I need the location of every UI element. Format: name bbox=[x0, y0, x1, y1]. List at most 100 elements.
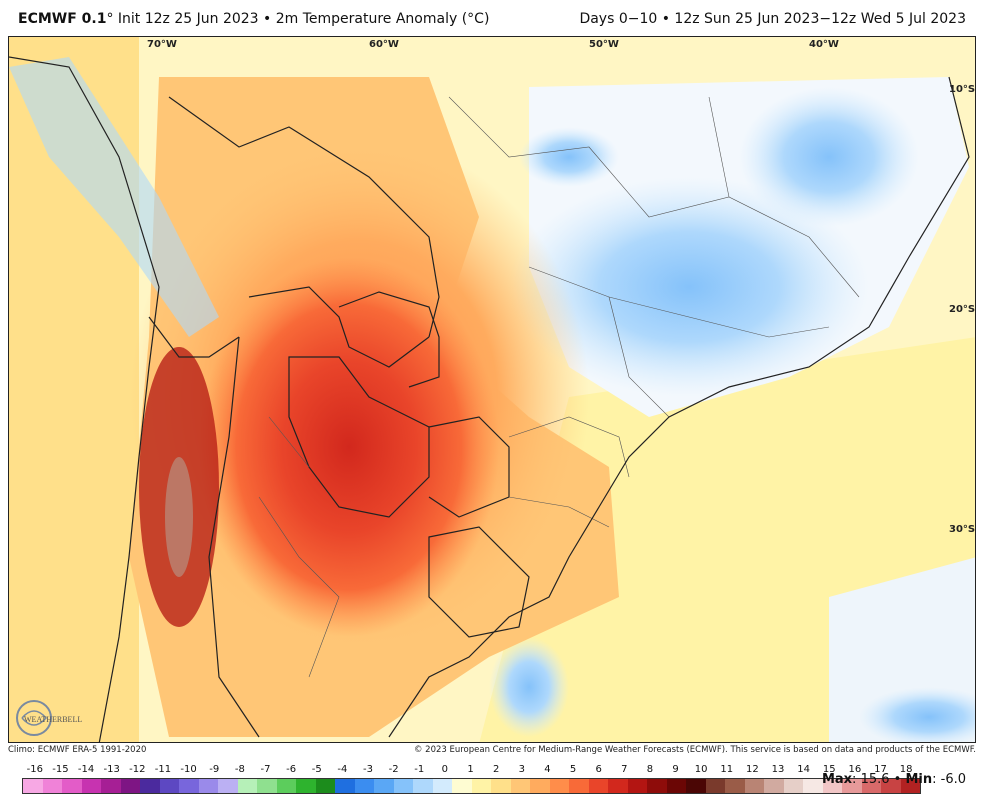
scale-swatch bbox=[491, 779, 511, 793]
andes-peak-anomaly bbox=[165, 457, 193, 577]
scale-tick-label: 7 bbox=[621, 764, 628, 775]
andes-north-cool bbox=[9, 57, 219, 337]
scale-swatch bbox=[62, 779, 82, 793]
scale-swatch bbox=[861, 779, 881, 793]
max-label: Max bbox=[821, 772, 853, 787]
scale-swatch bbox=[647, 779, 667, 793]
color-scale: -16 -15 -14 -13 -12 -11 -10 -9 -8 -7 -6 -5 -4 -3 -2 -1 0… bbox=[0, 762, 984, 808]
state-borders bbox=[258, 96, 860, 678]
cool-anomaly-southeast bbox=[859, 687, 975, 742]
scale-swatch bbox=[588, 779, 608, 793]
scale-tick-label: 9 bbox=[672, 764, 679, 775]
weatherbell-logo: WEATHERBELL bbox=[14, 698, 98, 738]
min-label: Min bbox=[905, 772, 933, 787]
scale-tick-label: -12 bbox=[129, 764, 146, 775]
scale-swatch bbox=[237, 779, 257, 793]
scale-swatch bbox=[140, 779, 160, 793]
scale-swatch bbox=[764, 779, 784, 793]
climo-credit: Climo: ECMWF ERA-5 1991-2020 bbox=[8, 745, 147, 755]
scale-swatch bbox=[23, 779, 43, 793]
scale-tick-label: -10 bbox=[180, 764, 197, 775]
model-name: ECMWF 0.1 bbox=[18, 11, 107, 27]
scale-tick-label: 3 bbox=[518, 764, 525, 775]
lat-label-10s: 10°S bbox=[949, 84, 976, 95]
scale-swatch bbox=[900, 779, 920, 793]
scale-swatch bbox=[627, 779, 647, 793]
max-value: 15.6 bbox=[860, 772, 890, 787]
scale-tick-label: 5 bbox=[569, 764, 577, 775]
scale-swatch bbox=[42, 779, 62, 793]
scale-tick-label: 6 bbox=[595, 764, 602, 775]
scale-swatch bbox=[354, 779, 374, 793]
scale-swatch bbox=[705, 779, 725, 793]
max-min-readout: Max: 15.6 • Min: -6.0 bbox=[821, 772, 966, 787]
scale-swatch bbox=[335, 779, 355, 793]
scale-tick-label: -15 bbox=[52, 764, 69, 775]
scale-swatch bbox=[471, 779, 491, 793]
init-text: Init 12z 25 Jun 2023 • 2m Temperature An… bbox=[117, 11, 490, 27]
scale-tick-label: -2 bbox=[388, 764, 399, 775]
scale-swatch bbox=[257, 779, 277, 793]
scale-tick-label: -6 bbox=[286, 764, 297, 775]
degree-sign: ° bbox=[106, 11, 114, 27]
map-title: ECMWF 0.1° Init 12z 25 Jun 2023 • 2m Tem… bbox=[18, 11, 489, 27]
scale-tick-label: -3 bbox=[362, 764, 373, 775]
scale-tick-label: 2 bbox=[492, 764, 500, 775]
atlantic-coastline bbox=[388, 76, 970, 738]
scale-tick-label: 13 bbox=[771, 764, 785, 775]
scale-tick-label: 0 bbox=[441, 764, 449, 775]
title-bar: ECMWF 0.1° Init 12z 25 Jun 2023 • 2m Tem… bbox=[0, 0, 984, 36]
lon-label-50w: 50°W bbox=[589, 39, 619, 50]
scale-swatch bbox=[666, 779, 686, 793]
scale-swatch bbox=[549, 779, 569, 793]
pacific-coastline bbox=[9, 56, 160, 742]
map-canvas bbox=[9, 37, 975, 742]
scale-tick-label: 17 bbox=[874, 764, 887, 775]
scale-swatch bbox=[822, 779, 842, 793]
lon-label-60w: 60°W bbox=[369, 39, 399, 50]
scale-tick-label: 1 bbox=[467, 764, 474, 775]
cool-anomaly-north bbox=[519, 127, 619, 187]
anomaly-map: 70°W 60°W 50°W 40°W 10°S 20°S 30°S bbox=[8, 36, 976, 743]
scale-swatch bbox=[510, 779, 530, 793]
copyright-credit: © 2023 European Centre for Medium-Range … bbox=[413, 745, 976, 755]
min-value: -6.0 bbox=[940, 772, 966, 787]
scale-tick-label: 12 bbox=[746, 764, 759, 775]
scale-swatch bbox=[315, 779, 335, 793]
scale-swatch bbox=[452, 779, 472, 793]
credits-row: Climo: ECMWF ERA-5 1991-2020 © 2023 Euro… bbox=[8, 745, 976, 759]
cool-anomaly-ocean bbox=[489, 637, 569, 737]
scale-swatch bbox=[101, 779, 121, 793]
scale-tick-label: -7 bbox=[260, 764, 271, 775]
hot-core bbox=[199, 257, 499, 637]
scale-tick-label: -9 bbox=[209, 764, 220, 775]
scale-tick-label: 11 bbox=[720, 764, 734, 775]
scale-swatch bbox=[569, 779, 589, 793]
scale-tick-label: -4 bbox=[337, 764, 348, 775]
scale-tick-label: -8 bbox=[234, 764, 245, 775]
scale-swatch bbox=[198, 779, 218, 793]
scale-swatch bbox=[120, 779, 140, 793]
scale-tick-label: -16 bbox=[26, 764, 43, 775]
scale-tick-label: 14 bbox=[797, 764, 811, 775]
scale-swatch bbox=[276, 779, 296, 793]
scale-swatch bbox=[159, 779, 179, 793]
scale-swatch bbox=[374, 779, 394, 793]
lat-label-30s: 30°S bbox=[949, 524, 976, 535]
scale-swatch bbox=[218, 779, 238, 793]
scale-tick-label: 16 bbox=[848, 764, 862, 775]
scale-tick-label: 10 bbox=[694, 764, 708, 775]
scale-swatch bbox=[413, 779, 433, 793]
scale-tick-label: -11 bbox=[154, 764, 172, 775]
scale-swatch bbox=[686, 779, 706, 793]
scale-tick-label: -14 bbox=[77, 764, 95, 775]
scale-swatch bbox=[608, 779, 628, 793]
scale-tick-label: -1 bbox=[414, 764, 425, 775]
color-scale-bar bbox=[22, 778, 921, 794]
cool-anomaly-region bbox=[509, 177, 869, 397]
scale-swatch bbox=[81, 779, 101, 793]
scale-tick-label: -5 bbox=[311, 764, 322, 775]
scale-swatch bbox=[393, 779, 413, 793]
scale-swatch bbox=[744, 779, 764, 793]
valid-period: Days 0−10 • 12z Sun 25 Jun 2023−12z Wed … bbox=[579, 11, 966, 27]
